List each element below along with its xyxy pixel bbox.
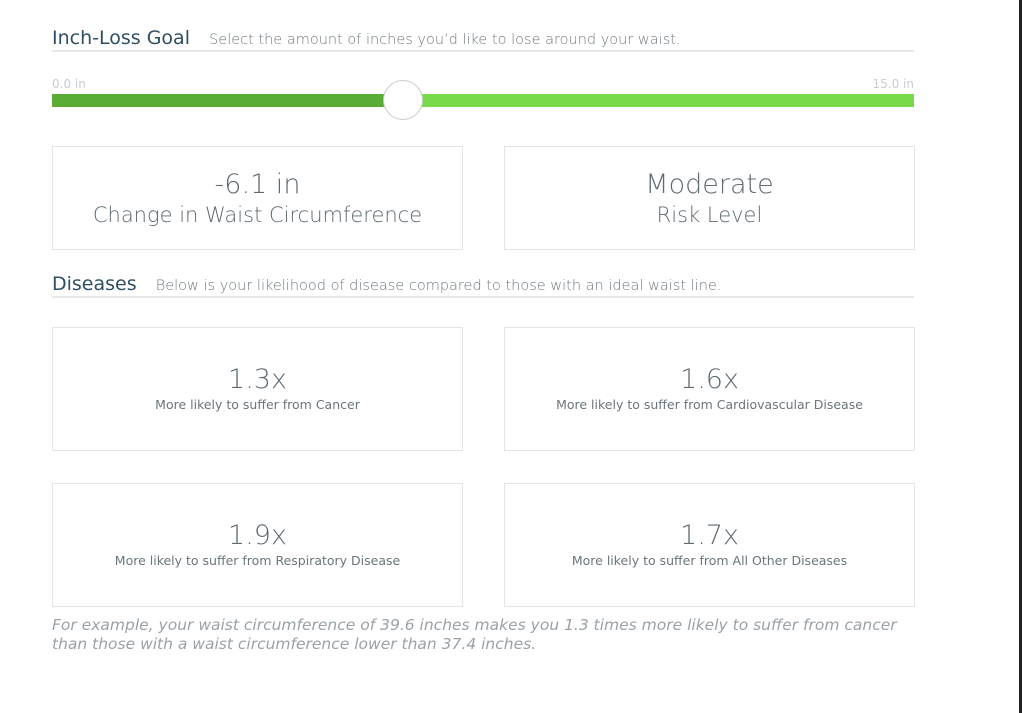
window-edge (1019, 0, 1022, 713)
risk-level-label: Risk Level (656, 203, 763, 227)
slider-fill (52, 94, 403, 107)
diseases-title: Diseases (52, 273, 137, 295)
inch-loss-goal-description: Select the amount of inches you’d like t… (209, 32, 681, 48)
disease-card-cardiovascular: 1.6x More likely to suffer from Cardiova… (504, 327, 915, 451)
disease-card-other: 1.7x More likely to suffer from All Othe… (504, 483, 915, 607)
disease-multiplier: 1.9x (228, 520, 287, 551)
slider-track[interactable] (52, 94, 914, 107)
risk-level-value: Moderate (645, 169, 774, 200)
disease-label: More likely to suffer from Cardiovascula… (556, 397, 863, 412)
disease-multiplier: 1.7x (680, 520, 739, 551)
disease-multiplier: 1.6x (680, 364, 739, 395)
disease-label: More likely to suffer from All Other Dis… (571, 553, 848, 568)
slider-min-label: 0.0 in (52, 77, 86, 91)
waist-change-value: -6.1 in (214, 169, 301, 200)
slider-thumb[interactable] (383, 80, 423, 120)
inch-loss-goal-header: Inch-Loss Goal Select the amount of inch… (52, 27, 914, 52)
waist-change-label: Change in Waist Circumference (92, 203, 423, 227)
disease-multiplier: 1.3x (228, 364, 287, 395)
diseases-description: Below is your likelihood of disease comp… (155, 278, 722, 294)
disease-label: More likely to suffer from Cancer (155, 397, 360, 412)
example-footnote: For example, your waist circumference of… (52, 616, 897, 653)
inch-loss-slider[interactable]: 0.0 in 15.0 in (52, 74, 914, 124)
disease-card-cancer: 1.3x More likely to suffer from Cancer (52, 327, 463, 451)
waist-change-card: -6.1 in Change in Waist Circumference (52, 146, 463, 250)
disease-label: More likely to suffer from Respiratory D… (114, 553, 401, 568)
disease-card-respiratory: 1.9x More likely to suffer from Respirat… (52, 483, 463, 607)
risk-level-card: Moderate Risk Level (504, 146, 915, 250)
slider-max-label: 15.0 in (872, 77, 914, 91)
diseases-header: Diseases Below is your likelihood of dis… (52, 273, 914, 298)
inch-loss-goal-title: Inch-Loss Goal (52, 27, 190, 49)
